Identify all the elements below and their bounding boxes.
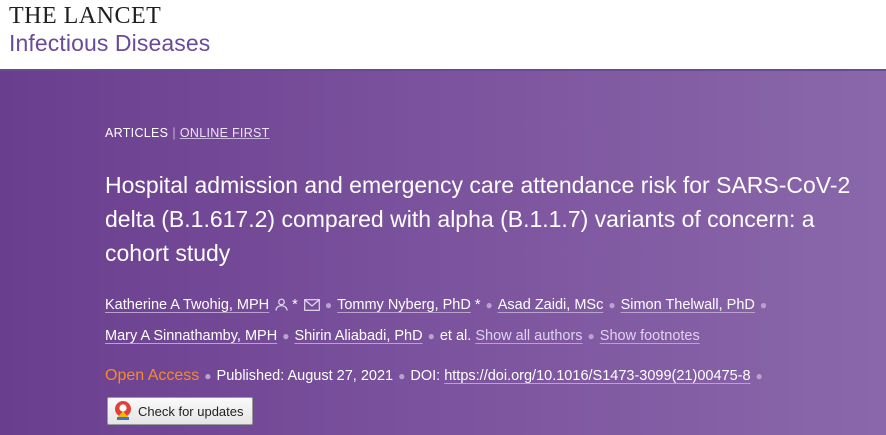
journal-logo[interactable]: THE LANCET bbox=[9, 3, 162, 29]
online-first-link[interactable]: ONLINE FIRST bbox=[179, 126, 270, 140]
separator-dot: ● bbox=[755, 369, 763, 383]
masthead: THE LANCET Infectious Diseases bbox=[0, 0, 886, 68]
header-divider bbox=[0, 69, 886, 71]
corresponding-star: * bbox=[474, 297, 481, 313]
author-link[interactable]: Tommy Nyberg, PhD bbox=[337, 297, 471, 313]
separator-dot: ● bbox=[485, 298, 493, 312]
check-for-updates-button[interactable]: Check for updates bbox=[107, 397, 253, 425]
separator-dot: ● bbox=[324, 298, 333, 312]
show-footnotes-link[interactable]: Show footnotes bbox=[599, 328, 700, 344]
person-icon[interactable] bbox=[275, 293, 288, 322]
published-label: Published: bbox=[216, 368, 285, 384]
author-list: Katherine A Twohig, MPH * ● Tommy Nyberg, P… bbox=[105, 291, 805, 351]
separator-dot: ● bbox=[587, 329, 595, 343]
published-date: August 27, 2021 bbox=[287, 368, 394, 384]
open-access-label[interactable]: Open Access bbox=[105, 367, 200, 384]
corresponding-star: * bbox=[292, 297, 298, 313]
email-icon[interactable] bbox=[303, 293, 320, 322]
separator-dot: ● bbox=[427, 329, 435, 343]
journal-subtitle[interactable]: Infectious Diseases bbox=[9, 30, 211, 56]
author-link[interactable]: Simon Thelwall, PhD bbox=[620, 297, 755, 313]
author-link[interactable]: Asad Zaidi, MSc bbox=[497, 297, 604, 313]
article-section: ARTICLES | ONLINE FIRST bbox=[105, 126, 270, 140]
separator-dot: ● bbox=[398, 369, 406, 383]
separator-dot: ● bbox=[759, 298, 768, 312]
separator-dot: ● bbox=[204, 369, 212, 383]
article-title: Hospital admission and emergency care at… bbox=[105, 172, 851, 266]
et-al: et al. bbox=[439, 328, 472, 344]
doi-label: DOI: bbox=[410, 368, 441, 384]
publication-meta: Open Access ● Published: August 27, 2021 ● D… bbox=[105, 367, 768, 385]
section-type: ARTICLES bbox=[105, 126, 169, 140]
author-link[interactable]: Shirin Aliabadi, PhD bbox=[294, 328, 423, 344]
author-link[interactable]: Mary A Sinnathamby, MPH bbox=[105, 328, 278, 344]
separator-dot: ● bbox=[608, 298, 616, 312]
show-all-authors-link[interactable]: Show all authors bbox=[475, 328, 583, 344]
doi-link[interactable]: https://doi.org/10.1016/S1473-3099(21)00… bbox=[444, 368, 751, 384]
crossmark-icon bbox=[114, 400, 132, 423]
article-header: ARTICLES | ONLINE FIRST Hospital admission… bbox=[0, 71, 886, 435]
section-divider: | bbox=[172, 126, 176, 140]
author-link[interactable]: Katherine A Twohig, MPH bbox=[105, 297, 270, 313]
check-for-updates-label: Check for updates bbox=[138, 403, 244, 419]
separator-dot: ● bbox=[282, 329, 290, 343]
